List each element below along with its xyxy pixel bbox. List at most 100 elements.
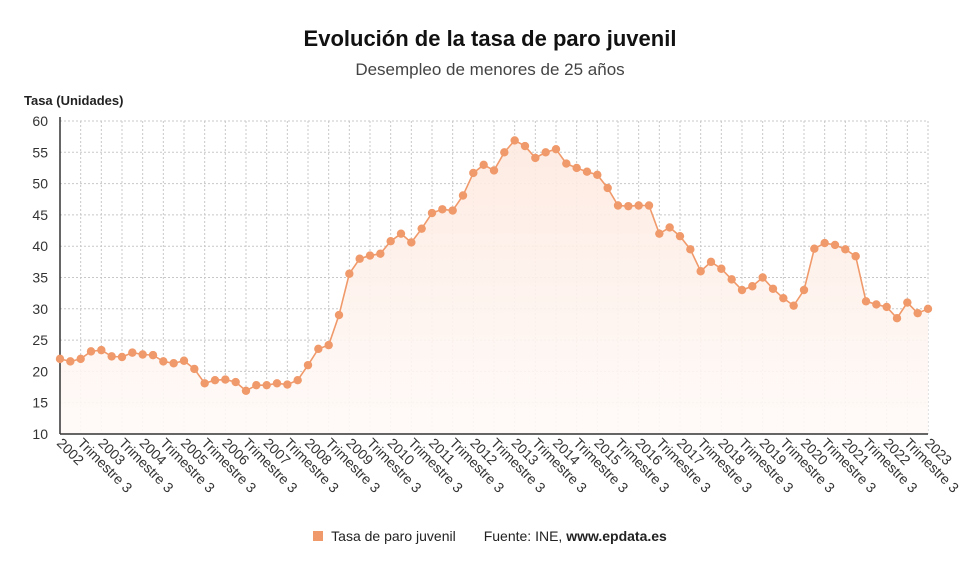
data-point [427,208,437,218]
data-point [541,148,550,157]
area-fill [60,140,928,434]
y-tick-label: 10 [32,426,48,442]
data-point [748,282,757,291]
data-point [665,223,674,232]
data-point [903,298,912,307]
data-point [717,264,726,273]
data-point [913,308,922,318]
data-point [655,229,664,238]
data-point [520,141,530,151]
chart-subtitle: Desempleo de menores de 25 años [355,60,625,79]
data-point [365,251,375,260]
y-tick-label: 15 [32,395,48,411]
data-point [117,352,127,362]
data-point [334,310,344,320]
data-point [252,380,261,390]
data-point [603,183,612,193]
data-point [531,153,540,163]
data-point [179,356,189,365]
data-point [624,201,633,211]
data-point [303,360,313,370]
data-point [293,375,302,385]
data-point [272,379,282,388]
data-point [138,350,147,359]
data-point [345,269,354,278]
data-point [97,345,106,355]
data-point [582,167,592,176]
data-point [159,357,168,366]
y-tick-labels: 10 15 20 25 30 35 40 45 50 55 60 [32,113,48,442]
y-tick-label: 50 [32,176,48,192]
data-point [706,257,716,267]
data-point [923,304,933,313]
data-point [593,170,602,180]
data-point [148,350,158,360]
data-point [169,359,178,368]
data-point [634,201,643,210]
data-point [861,297,871,306]
y-tick-label: 60 [32,113,48,129]
data-point [779,293,788,303]
chart-title: Evolución de la tasa de paro juvenil [303,26,677,51]
data-point [76,354,85,364]
data-point [758,273,767,282]
data-point [510,136,519,145]
data-point [314,344,323,354]
data-point [55,354,65,364]
y-tick-label: 45 [32,207,48,223]
data-point [458,191,468,200]
data-point [407,238,416,247]
data-point [820,238,829,248]
data-point [355,254,364,263]
data-point [737,285,747,295]
data-point [417,224,426,233]
data-point [438,205,447,214]
data-point [841,245,850,254]
data-point [696,267,705,276]
data-point [686,245,695,254]
source-prefix: Fuente: INE, [483,528,567,544]
y-tick-label: 55 [32,144,48,160]
data-point [572,163,581,173]
data-point [200,379,209,388]
data-point [851,252,860,261]
legend-series-label: Tasa de paro juvenil [331,528,456,544]
data-point [107,352,116,361]
data-point [479,160,488,170]
data-point [241,386,251,396]
data-point [448,206,457,215]
y-tick-label: 40 [32,238,48,254]
y-tick-label: 20 [32,363,48,379]
data-point [562,159,571,168]
data-point [810,244,819,253]
source-note: Fuente: INE, www.epdata.es [484,528,667,544]
legend-swatch [313,531,324,542]
data-point [86,347,96,356]
data-points [55,136,933,396]
y-tick-label: 35 [32,270,48,286]
data-point [386,236,395,246]
data-point [469,168,478,178]
data-point [396,229,406,238]
data-point [799,285,809,295]
data-point [551,144,561,154]
data-point [882,302,891,312]
data-point [376,249,385,258]
data-point [613,201,623,210]
data-point [789,301,798,310]
axes [59,117,928,435]
area-layer [59,139,929,434]
data-point [262,380,271,390]
data-point [644,201,654,210]
data-point [892,313,902,323]
data-point [128,348,137,357]
data-point [830,240,840,250]
data-point [190,364,199,374]
data-point [768,284,778,293]
data-point [231,377,240,387]
y-tick-label: 25 [32,332,48,348]
data-point [283,380,292,389]
data-point [324,340,333,350]
